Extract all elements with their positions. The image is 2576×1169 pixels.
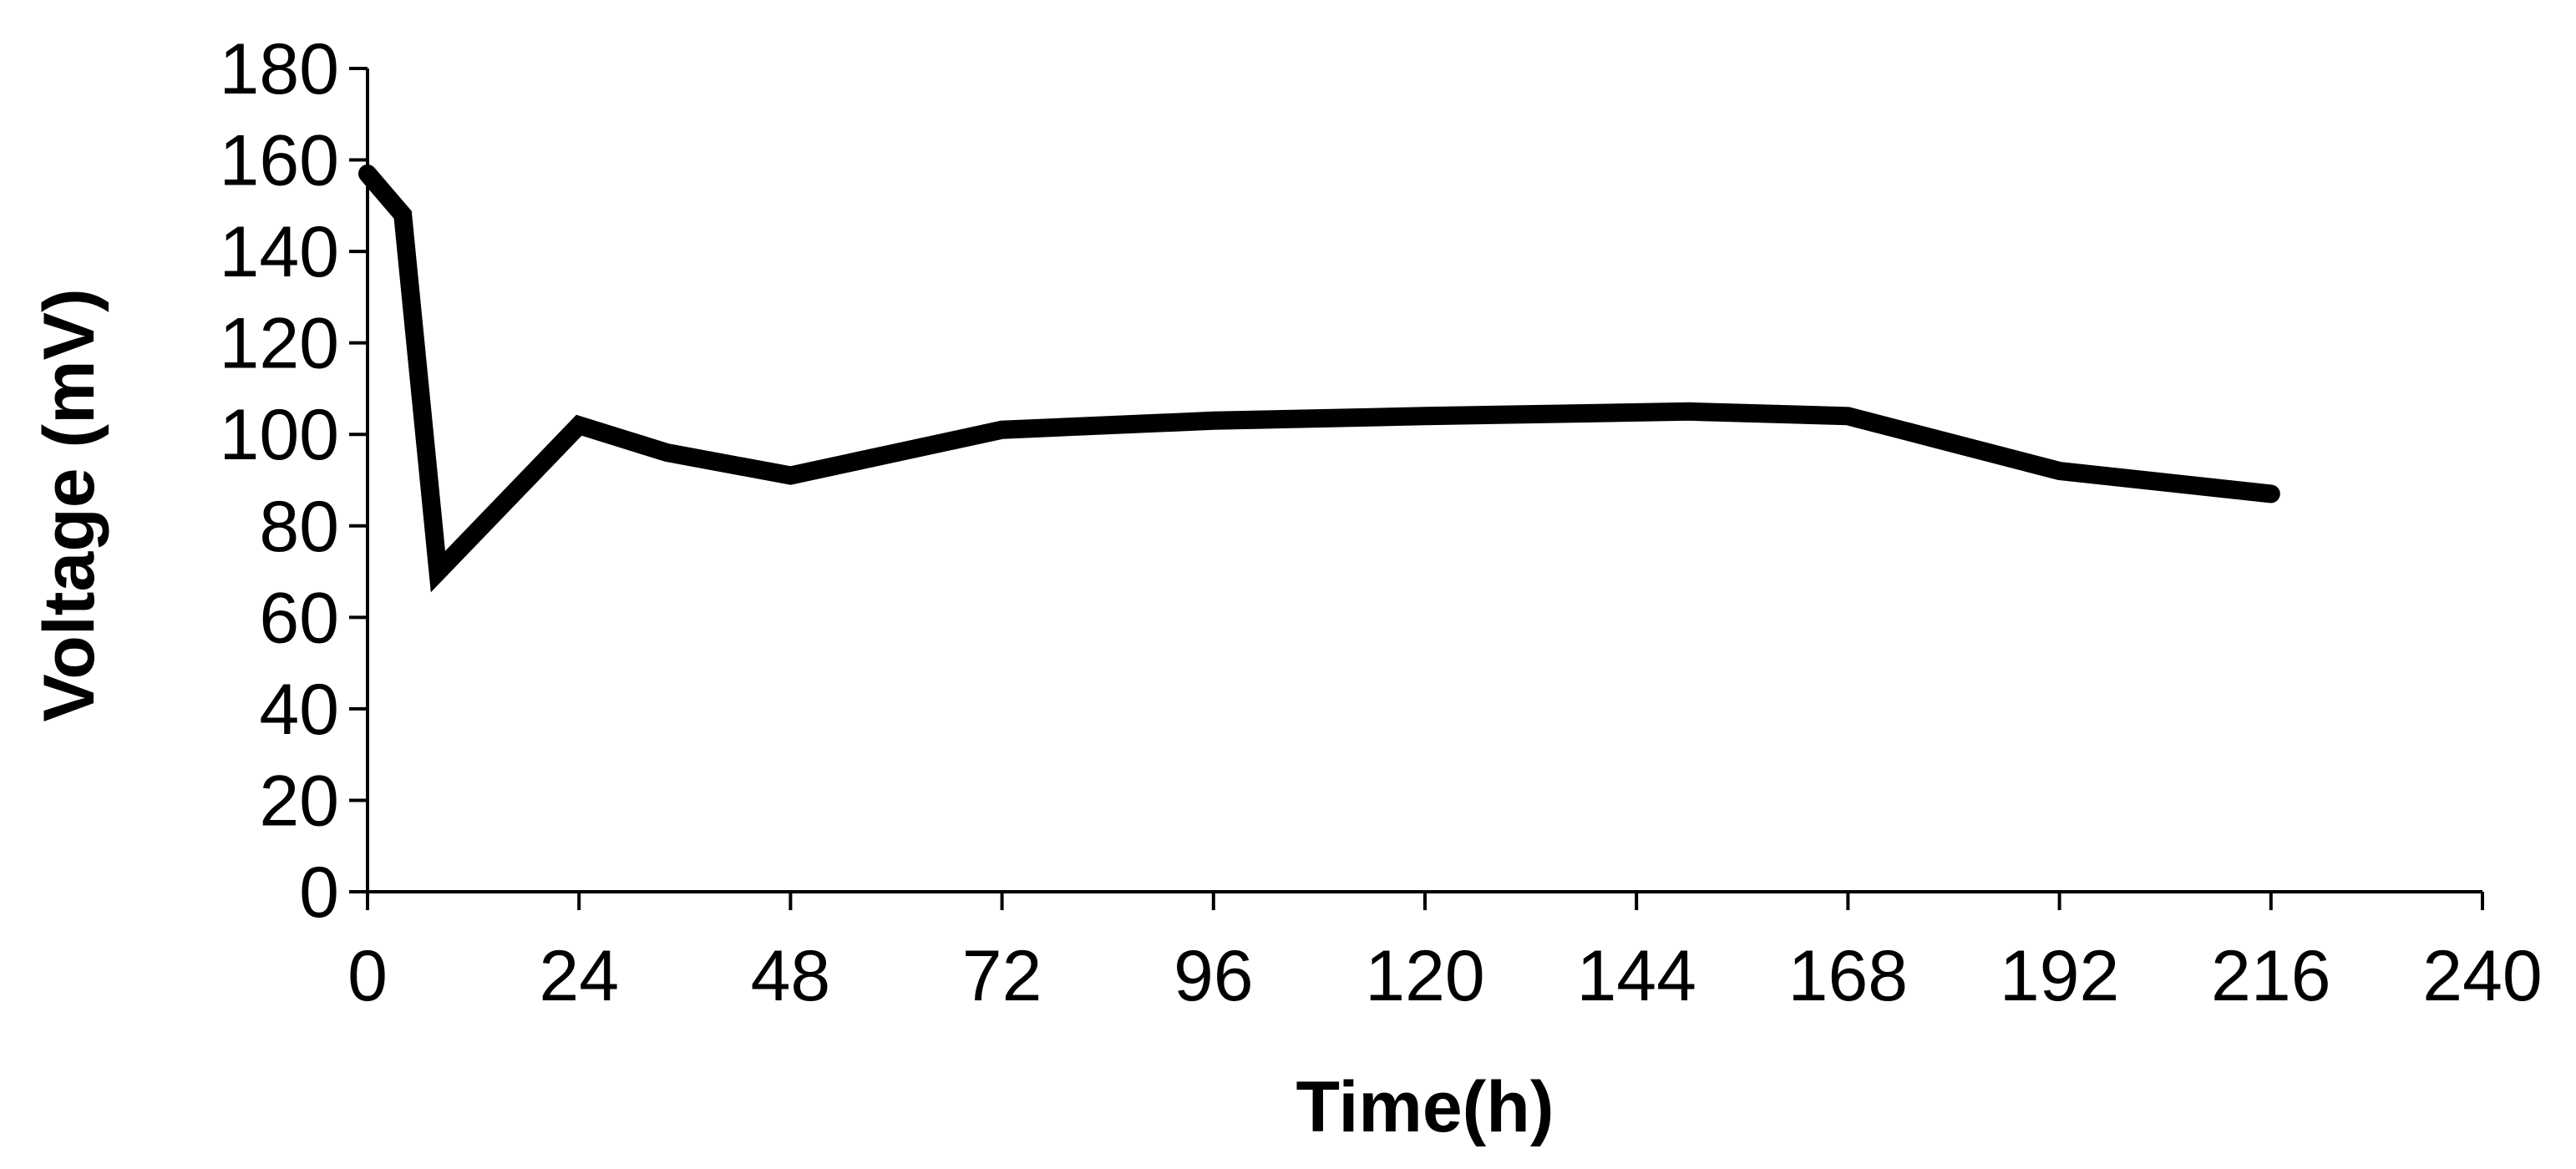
x-axis-title: Time(h) [1296, 1067, 1554, 1147]
x-tick-label: 240 [2422, 936, 2543, 1016]
x-tick-label: 216 [2211, 936, 2331, 1016]
x-tick-label: 168 [1788, 936, 1909, 1016]
x-tick-label: 48 [751, 936, 831, 1016]
y-axis: 0 20 40 60 80 100 120 140 160 180 [220, 29, 369, 933]
x-tick-label: 96 [1174, 936, 1254, 1016]
y-tick-label: 180 [220, 29, 340, 109]
x-tick-label: 192 [2000, 936, 2120, 1016]
y-axis-title: Voltage (mV) [29, 288, 109, 721]
y-tick-label: 60 [259, 578, 339, 658]
x-tick-label: 120 [1365, 936, 1485, 1016]
y-tick-label: 140 [220, 212, 340, 292]
y-tick-label: 0 [299, 853, 339, 933]
y-tick-label: 160 [220, 121, 340, 201]
plot-area [358, 164, 2280, 593]
y-tick-label: 40 [259, 670, 339, 750]
y-tick-label: 120 [220, 304, 340, 384]
y-tick-label: 100 [220, 395, 340, 475]
x-axis: 0 24 48 72 96 120 144 168 192 216 240 [347, 890, 2543, 1016]
x-tick-label: 24 [539, 936, 619, 1016]
x-tick-label: 0 [347, 936, 388, 1016]
y-tick-label: 20 [259, 761, 339, 841]
y-tick-label: 80 [259, 487, 339, 567]
x-tick-label: 72 [962, 936, 1042, 1016]
series-line [358, 164, 2280, 593]
x-tick-label: 144 [1576, 936, 1696, 1016]
